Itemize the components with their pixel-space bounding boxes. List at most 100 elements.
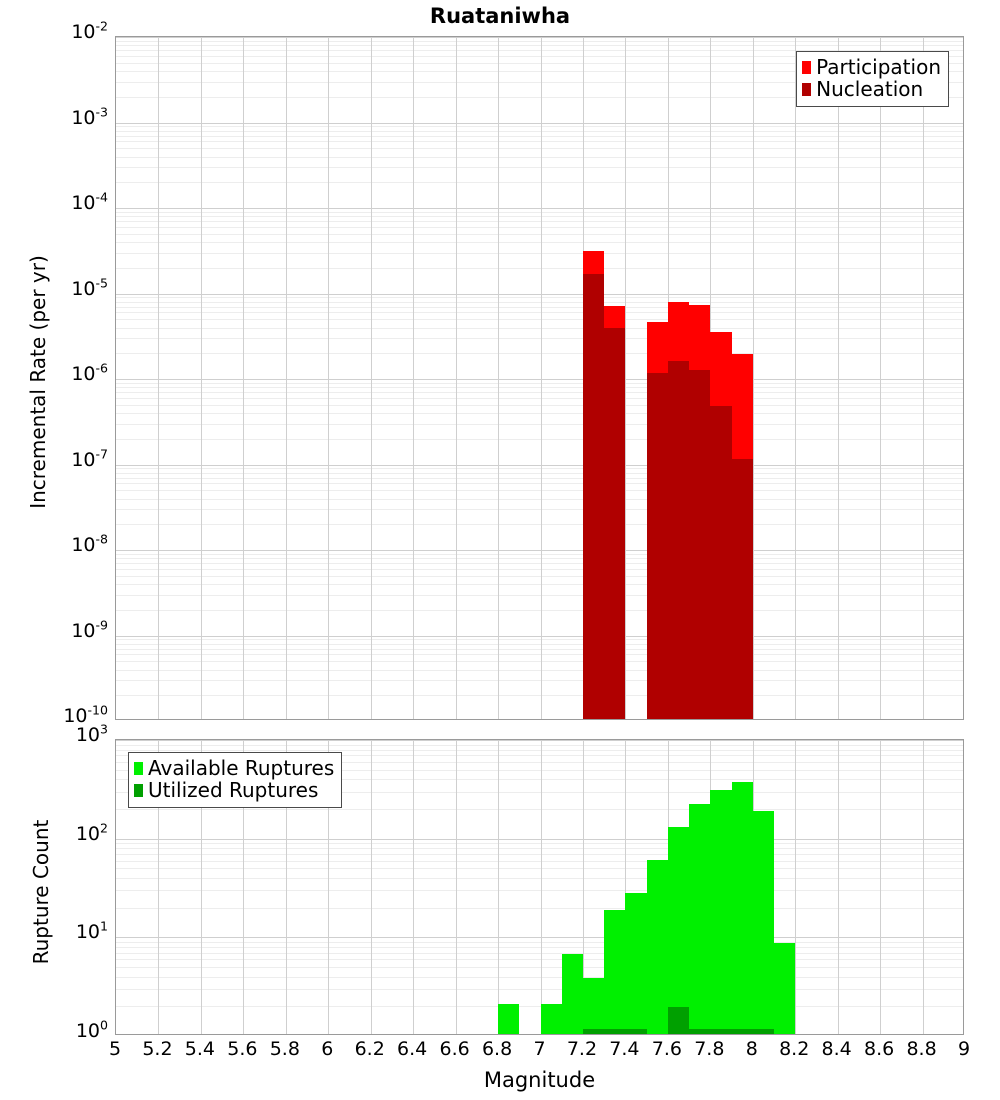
gridline-minor [116, 791, 963, 793]
gridline-minor [116, 749, 963, 751]
gridline-minor [116, 761, 963, 763]
gridline-minor [116, 211, 963, 213]
gridline-vertical [158, 37, 160, 719]
gridline-minor [116, 423, 963, 425]
bar-available-ruptures [731, 781, 753, 1034]
x-tick-label: 5.4 [184, 1038, 215, 1060]
gridline-minor [116, 55, 963, 57]
gridline-vertical [243, 37, 245, 719]
gridline-vertical [370, 740, 372, 1034]
gridline-minor [116, 404, 963, 406]
gridline-major [116, 937, 963, 939]
bottom-y-axis-title: Rupture Count [29, 819, 53, 965]
gridline-minor [116, 779, 963, 781]
bar-utilized-ruptures [710, 1029, 732, 1034]
bar-nucleation [667, 360, 690, 719]
bar-available-ruptures [498, 1004, 520, 1034]
gridline-minor [116, 843, 963, 845]
bar-available-ruptures [773, 943, 796, 1034]
gridline-minor [116, 976, 963, 978]
gridline-minor [116, 890, 963, 892]
top-y-axis-title: Incremental Rate (per yr) [26, 255, 50, 509]
legend-swatch-icon [134, 761, 143, 775]
gridline-vertical [200, 37, 202, 719]
legend-swatch-icon [802, 83, 812, 97]
gridline-vertical [540, 740, 542, 1034]
bar-available-ruptures [689, 803, 711, 1034]
gridline-minor [116, 382, 963, 384]
gridline-vertical [752, 37, 754, 719]
gridline-minor [116, 558, 963, 560]
gridline-minor [116, 50, 963, 52]
gridline-minor [116, 860, 963, 862]
gridline-major [116, 740, 963, 741]
gridline-vertical [285, 740, 287, 1034]
y-tick-label: 102 [75, 820, 108, 845]
incremental-rate-plot: Participation Nucleation [115, 36, 964, 720]
top-bars [116, 37, 963, 719]
gridline-vertical [498, 37, 500, 719]
gridline-minor [116, 96, 963, 98]
gridline-minor [116, 509, 963, 511]
bar-utilized-ruptures [731, 1029, 753, 1034]
gridline-vertical [540, 37, 542, 719]
gridline-vertical [922, 37, 924, 719]
gridline-minor [116, 141, 963, 143]
x-tick-label: 8.2 [779, 1038, 810, 1060]
x-tick-label: 7.6 [651, 1038, 682, 1060]
x-tick-label: 8.4 [821, 1038, 852, 1060]
bar-utilized-ruptures [752, 1029, 774, 1034]
gridline-vertical [625, 37, 627, 719]
y-tick-label: 10-7 [71, 446, 108, 471]
gridline-major [116, 122, 963, 124]
gridline-vertical [413, 740, 415, 1034]
gridline-major [116, 293, 963, 295]
gridline-vertical [880, 37, 882, 719]
gridline-major [116, 379, 963, 380]
gridline-minor [116, 148, 963, 150]
gridline-minor [116, 319, 963, 321]
gridline-minor [116, 584, 963, 586]
gridline-minor [116, 769, 963, 771]
gridline-minor [116, 301, 963, 303]
gridline-minor [116, 297, 963, 299]
x-tick-label: 6.8 [481, 1038, 513, 1060]
gridline-major [116, 208, 963, 209]
gridline-minor [116, 312, 963, 314]
gridline-minor [116, 221, 963, 223]
bottom-bars [116, 740, 963, 1034]
legend-label: Participation [816, 55, 941, 79]
gridline-minor [116, 755, 963, 757]
bar-available-ruptures [625, 892, 647, 1034]
gridline-vertical [922, 740, 924, 1034]
gridline-minor [116, 182, 963, 184]
gridline-minor [116, 1006, 963, 1008]
page-title: Ruataniwha [429, 4, 571, 28]
gridline-minor [116, 233, 963, 235]
x-tick-label: 7.2 [566, 1038, 598, 1060]
x-tick-label: 6.4 [397, 1038, 428, 1060]
gridline-vertical [837, 740, 839, 1034]
gridline-minor [116, 563, 963, 565]
legend-label: Available Ruptures [148, 756, 335, 780]
gridline-minor [116, 907, 963, 909]
gridline-minor [116, 71, 963, 73]
gridline-minor [116, 877, 963, 879]
bar-available-ruptures [646, 860, 668, 1034]
gridline-major [116, 838, 963, 840]
bar-available-ruptures [582, 977, 605, 1034]
bar-available-ruptures [561, 953, 583, 1034]
x-tick-label: 7.8 [694, 1038, 725, 1060]
gridline-minor [116, 744, 963, 746]
x-tick-label: 5 [108, 1038, 122, 1060]
bar-nucleation [646, 373, 668, 719]
gridline-vertical [328, 37, 330, 719]
gridline-minor [116, 413, 963, 415]
x-tick-label: 6.2 [354, 1038, 385, 1060]
bottom-legend: Available Ruptures Utilized Ruptures [128, 752, 343, 808]
gridline-major [116, 464, 963, 466]
gridline-minor [116, 130, 963, 132]
x-tick-label: 5.2 [142, 1038, 173, 1060]
top-gridlines [116, 37, 963, 719]
